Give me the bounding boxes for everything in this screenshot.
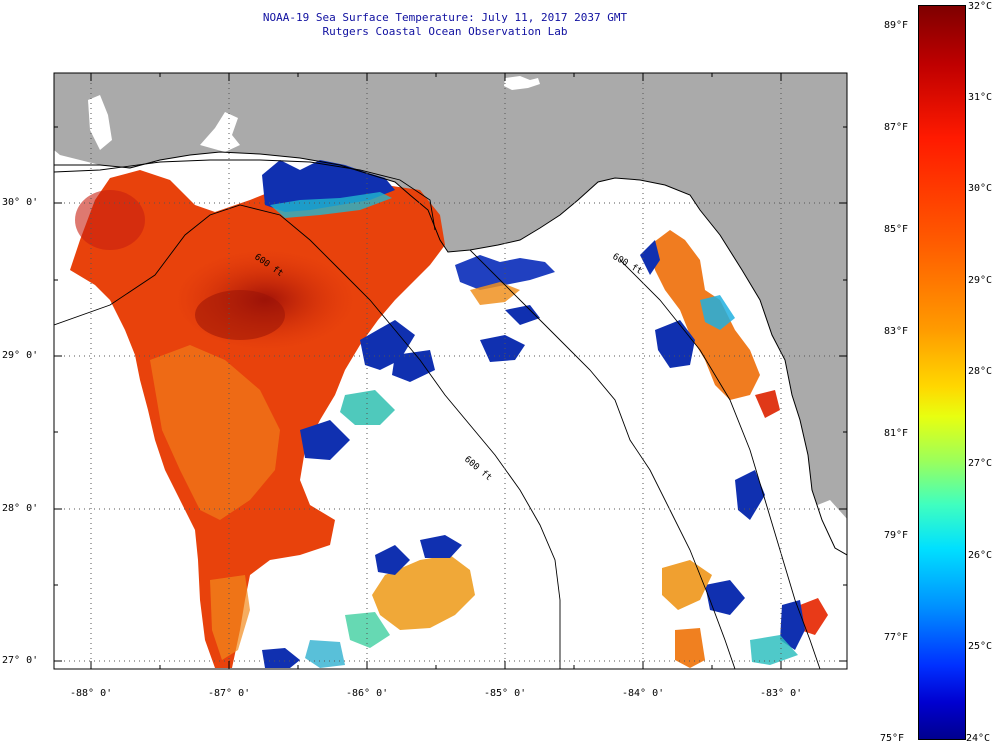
graticule: [54, 73, 847, 669]
lat-label: 29° 0': [2, 350, 39, 361]
sst-cool-band: [340, 390, 395, 425]
coastline: [54, 151, 847, 556]
sst-south-patch-cool: [375, 545, 410, 575]
lat-label: 27° 0': [2, 655, 39, 666]
colorbar-c-label: 32°C: [968, 1, 993, 12]
cloud-patch: [504, 76, 540, 90]
sst-east-patch-cool: [735, 470, 765, 520]
colorbar-c-label: 31°C: [968, 92, 993, 103]
lon-label: -83° 0': [760, 688, 803, 699]
colorbar-c-label: 25°C: [968, 641, 993, 652]
sst-east-patch: [662, 560, 712, 610]
colorbar-f-label: 83°F: [884, 326, 909, 337]
colorbar-f-label: 79°F: [884, 530, 909, 541]
sst-orange-zone: [210, 575, 250, 660]
temperature-colorbar: [918, 5, 966, 740]
lat-label: 28° 0': [2, 503, 39, 514]
sst-east-patch-cool: [780, 600, 805, 650]
colorbar-c-label: 29°C: [968, 275, 993, 286]
colorbar-f-label: 87°F: [884, 122, 909, 133]
bay-water: [200, 112, 240, 152]
map-title: NOAA-19 Sea Surface Temperature: July 11…: [262, 11, 628, 24]
lon-label: -86° 0': [346, 688, 389, 699]
colorbar-f-label: 77°F: [884, 632, 909, 643]
bay-water: [810, 500, 847, 555]
sst-east-patch-cool: [700, 295, 735, 330]
lon-label: -88° 0': [70, 688, 113, 699]
isobath-line: [469, 249, 736, 669]
isobath-line: [619, 259, 821, 669]
isobath-line: [54, 204, 561, 669]
sst-cool-band: [505, 305, 540, 325]
sst-south-patch-cool: [262, 648, 300, 668]
colorbar-c-label: 24°C: [966, 733, 991, 744]
sst-south-patch: [372, 555, 475, 630]
colorbar-c-label: 26°C: [968, 550, 993, 561]
sst-cool-band: [480, 335, 525, 362]
sst-orange-zone: [150, 345, 280, 520]
colorbar-c-label: 28°C: [968, 366, 993, 377]
isobath-line: [54, 159, 436, 231]
bay-water: [88, 95, 112, 150]
sst-hot-core: [195, 290, 285, 340]
sst-south-patch-cool: [420, 535, 462, 558]
colorbar-c-label: 27°C: [968, 458, 993, 469]
lon-label: -85° 0': [484, 688, 527, 699]
sst-east-patch: [675, 628, 705, 668]
sst-cool-band: [392, 350, 435, 382]
colorbar-f-label: 81°F: [884, 428, 909, 439]
sst-hot-core: [75, 190, 145, 250]
sst-east-patch-cool: [750, 635, 798, 665]
sst-cool-band: [300, 420, 350, 460]
sst-east-patch: [755, 390, 780, 418]
sst-cool-band: [455, 255, 555, 290]
frame-ticks: [54, 73, 847, 669]
colorbar-f-label: 89°F: [884, 20, 909, 31]
colorbar-f-label: 75°F: [880, 733, 905, 744]
sst-east-patch-cool: [705, 580, 745, 615]
map-frame: [53, 72, 848, 670]
lon-label: -87° 0': [208, 688, 251, 699]
colorbar-c-label: 30°C: [968, 183, 993, 194]
sst-east-patch: [800, 598, 828, 635]
map-subtitle: Rutgers Coastal Ocean Observation Lab: [322, 25, 568, 38]
sst-east-patch-cool: [640, 240, 660, 275]
sst-south-patch-cool: [345, 612, 390, 648]
sst-cool-band: [270, 192, 392, 218]
land-mass: [54, 73, 847, 555]
lat-label: 30° 0': [2, 197, 39, 208]
colorbar-f-label: 85°F: [884, 224, 909, 235]
lon-label: -84° 0': [622, 688, 665, 699]
